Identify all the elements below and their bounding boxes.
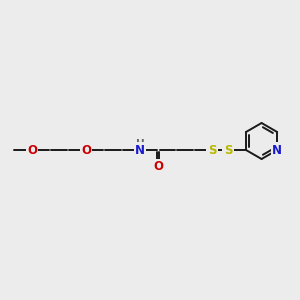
Text: N: N xyxy=(135,143,145,157)
Text: O: O xyxy=(27,143,37,157)
Text: N: N xyxy=(272,143,282,157)
Text: S: S xyxy=(208,143,216,157)
Text: O: O xyxy=(153,160,163,173)
Text: O: O xyxy=(81,143,91,157)
Text: H: H xyxy=(136,139,144,149)
Text: S: S xyxy=(224,143,232,157)
